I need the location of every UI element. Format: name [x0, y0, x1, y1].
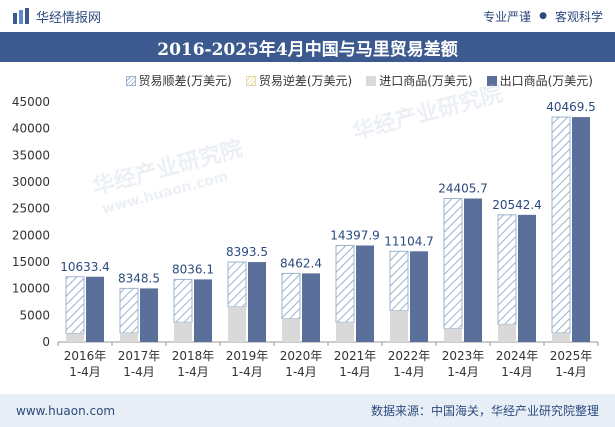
- bar-import: [390, 310, 408, 342]
- y-tick-label: 30000: [12, 175, 50, 189]
- data-label-surplus: 24405.7: [438, 182, 488, 196]
- x-tick-label: 2025年: [550, 349, 593, 363]
- bullet-icon: ●: [539, 11, 547, 21]
- footer-website: www.huaon.com: [16, 403, 116, 418]
- bar-export: [572, 117, 590, 342]
- legend-swatch-export: [486, 75, 497, 86]
- bar-trade-surplus: [227, 261, 247, 308]
- brand-name: 华经情报网: [36, 10, 102, 26]
- x-tick-label: 1-4月: [177, 365, 209, 379]
- bar-export: [464, 198, 482, 342]
- y-tick-label: 20000: [12, 228, 50, 242]
- top-bar: 华经情报网 专业严谨 ● 客观科学: [0, 0, 615, 32]
- legend-label-export: 出口商品(万美元): [499, 74, 593, 88]
- x-tick-label: 2020年: [280, 349, 323, 363]
- bar-trade-surplus: [173, 278, 193, 323]
- y-tick-label: 25000: [12, 202, 50, 216]
- bar-import: [282, 318, 300, 342]
- bar-export: [302, 273, 320, 342]
- bar-import: [498, 324, 516, 342]
- legend-swatch-surplus: [125, 75, 136, 86]
- x-tick-label: 1-4月: [447, 365, 479, 379]
- bar-import: [120, 332, 138, 342]
- legend-item-deficit: 贸易逆差(万美元): [245, 72, 353, 89]
- bar-export: [86, 276, 104, 342]
- legend-item-export: 出口商品(万美元): [486, 72, 593, 89]
- bar-export: [410, 251, 428, 342]
- y-tick-label: 0: [42, 335, 50, 349]
- bars: [65, 116, 590, 342]
- bar-import: [174, 322, 192, 342]
- data-label-surplus: 11104.7: [384, 234, 434, 248]
- bar-trade-surplus: [551, 116, 571, 334]
- bar-export: [194, 279, 212, 342]
- data-label-surplus: 20542.4: [492, 198, 542, 212]
- data-label-surplus: 14397.9: [330, 228, 380, 242]
- data-label-surplus: 8393.5: [226, 245, 268, 259]
- x-tick-label: 2022年: [388, 349, 431, 363]
- bar-export: [248, 262, 266, 342]
- bar-import: [552, 332, 570, 342]
- x-tick-label: 1-4月: [555, 365, 587, 379]
- y-tick-label: 35000: [12, 148, 50, 162]
- bar-chart: 0 5000 10000 15000 20000 25000 30000 35000 40000…: [12, 95, 599, 379]
- chart-title: 2016-2025年4月中国与马里贸易差额: [0, 32, 615, 62]
- data-labels: 10633.4 8348.5 8036.1 8393.5 8462.4 14397.9 11…: [60, 100, 596, 285]
- x-tick-label: 2018年: [172, 349, 215, 363]
- data-label-surplus: 8036.1: [172, 262, 214, 276]
- legend: 贸易顺差(万美元) 贸易逆差(万美元) 进口商品(万美元) 出口商品(万美元): [125, 72, 593, 89]
- x-tick-label: 1-4月: [339, 365, 371, 379]
- x-tick-label: 1-4月: [123, 365, 155, 379]
- x-tick-label: 2017年: [118, 349, 161, 363]
- bar-export: [518, 214, 536, 342]
- tagline-1: 专业严谨: [483, 9, 532, 24]
- legend-item-surplus: 贸易顺差(万美元): [125, 72, 232, 89]
- y-tick-label: 15000: [12, 255, 50, 269]
- x-tick-label: 2021年: [334, 349, 377, 363]
- bar-export: [356, 245, 374, 342]
- bar-trade-surplus: [65, 276, 85, 334]
- legend-item-import: 进口商品(万美元): [366, 72, 473, 89]
- bar-trade-surplus: [335, 244, 355, 323]
- footer-source: 数据来源：中国海关，华经产业研究院整理: [370, 404, 599, 418]
- y-tick-label: 5000: [19, 308, 50, 322]
- bar-import: [228, 306, 246, 342]
- x-tick-label: 2024年: [496, 349, 539, 363]
- bar-trade-surplus: [281, 272, 301, 320]
- huajing-logo-icon: [13, 8, 29, 24]
- bar-trade-surplus: [443, 198, 463, 330]
- bar-trade-surplus: [389, 250, 409, 312]
- legend-label-deficit: 贸易逆差(万美元): [258, 74, 353, 88]
- tagline: 专业严谨 ● 客观科学: [483, 8, 603, 25]
- data-label-surplus: 8462.4: [280, 256, 322, 270]
- bar-export: [140, 288, 158, 342]
- tagline-2: 客观科学: [554, 9, 603, 24]
- bar-trade-surplus: [119, 287, 139, 334]
- bar-import: [336, 322, 354, 342]
- x-tick-label: 1-4月: [393, 365, 425, 379]
- x-tick-label: 1-4月: [285, 365, 317, 379]
- x-tick-label: 2019年: [226, 349, 269, 363]
- y-tick-label: 10000: [12, 282, 50, 296]
- legend-swatch-import: [366, 75, 377, 86]
- footer: www.huaon.com 数据来源：中国海关，华经产业研究院整理: [0, 394, 615, 427]
- data-label-surplus: 10633.4: [60, 260, 110, 274]
- data-label-surplus: 40469.5: [546, 100, 596, 114]
- legend-swatch-deficit: [245, 75, 256, 86]
- bar-import: [444, 328, 462, 342]
- x-tick-label: 2016年: [64, 349, 107, 363]
- bar-import: [66, 333, 84, 342]
- x-tick-label: 2023年: [442, 349, 485, 363]
- bar-trade-surplus: [497, 214, 517, 325]
- x-tick-label: 1-4月: [69, 365, 101, 379]
- brand: 华经情报网: [12, 7, 101, 26]
- y-tick-label: 45000: [12, 95, 50, 109]
- x-tick-label: 1-4月: [501, 365, 533, 379]
- y-tick-label: 40000: [12, 122, 50, 136]
- legend-label-import: 进口商品(万美元): [379, 74, 473, 88]
- data-label-surplus: 8348.5: [118, 271, 160, 285]
- legend-label-surplus: 贸易顺差(万美元): [138, 74, 232, 88]
- axes: 0 5000 10000 15000 20000 25000 30000 35000 40000…: [12, 95, 599, 379]
- x-tick-label: 1-4月: [231, 365, 263, 379]
